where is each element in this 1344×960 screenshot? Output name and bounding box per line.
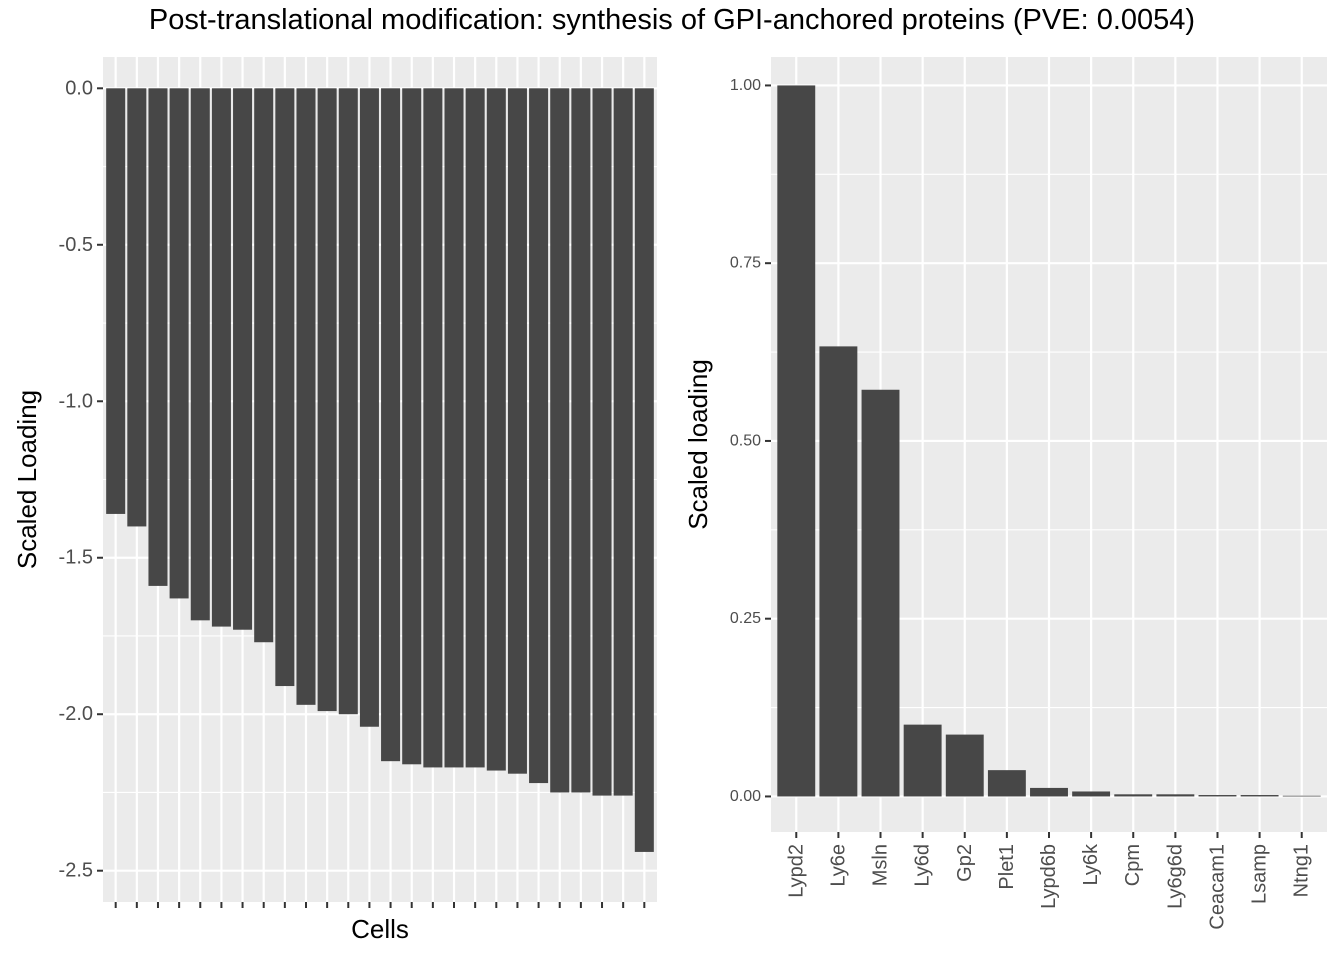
x-tick-label: Ly6g6d: [1164, 844, 1186, 909]
bar: [211, 88, 231, 627]
y-tick-label: -1.0: [59, 390, 93, 412]
bar: [402, 88, 422, 765]
bar: [359, 88, 379, 727]
left-panel: 0.0 -0.5 -1.0 -1.5 -2.0 -2.5 Scaled Loading Cel…: [12, 57, 657, 944]
bar: [381, 88, 401, 762]
bar: [169, 88, 189, 599]
y-axis-title: Scaled loading: [683, 359, 713, 530]
bar: [338, 88, 358, 715]
x-tick-label: Gp2: [954, 844, 976, 882]
x-tick-label: Ceacam1: [1206, 844, 1228, 930]
bar: [465, 88, 485, 768]
bar: [254, 88, 274, 643]
y-tick-label: 1.00: [730, 77, 761, 94]
x-axis-title: Cells: [351, 914, 409, 944]
x-tick-label: Lypd2: [785, 844, 807, 898]
x-tick-label: Lypd6b: [1038, 844, 1060, 909]
bar: [275, 88, 295, 687]
bar: [1114, 794, 1153, 797]
right-panel: 0.00 0.25 0.50 0.75 1.00 Lypd2 Ly6e Msln Ly6d Gp2…: [683, 57, 1327, 930]
y-tick-label: 0.0: [65, 77, 93, 99]
bar: [1198, 795, 1237, 797]
bar: [819, 346, 858, 797]
bar: [945, 734, 984, 797]
bar: [987, 770, 1026, 797]
bar: [486, 88, 506, 771]
bar: [190, 88, 210, 621]
bar: [1240, 795, 1279, 797]
bar: [592, 88, 612, 796]
y-tick-label: 0.00: [730, 788, 761, 805]
y-tick-label: 0.75: [730, 255, 761, 272]
bar: [529, 88, 549, 784]
x-tick-label: Msln: [870, 844, 892, 886]
bar: [444, 88, 464, 768]
bar: [861, 389, 900, 797]
x-tick-label: Ly6e: [827, 844, 849, 887]
y-tick-label: -1.5: [59, 547, 93, 569]
bar: [550, 88, 570, 793]
bar: [1072, 791, 1111, 797]
y-tick-label: -2.0: [59, 703, 93, 725]
x-tick-label: Cpm: [1122, 844, 1144, 886]
bar: [1282, 795, 1321, 797]
bar: [777, 85, 816, 797]
bar: [106, 88, 126, 514]
bar: [634, 88, 654, 852]
x-tick-label: Ly6k: [1080, 843, 1102, 886]
bar: [317, 88, 337, 712]
bar: [233, 88, 253, 630]
bar: [423, 88, 443, 768]
bar: [148, 88, 168, 586]
bar: [1030, 787, 1068, 797]
bar: [127, 88, 147, 527]
x-tick-label: Lsamp: [1249, 844, 1271, 904]
bar: [296, 88, 316, 705]
y-tick-label: 0.25: [730, 610, 761, 627]
y-tick-label: 0.50: [730, 432, 761, 449]
x-tick-label: Ly6d: [912, 844, 934, 887]
bar: [613, 88, 633, 796]
bar: [1156, 794, 1195, 797]
chart-title: Post-translational modification: synthes…: [148, 4, 1196, 36]
bar: [507, 88, 527, 774]
bar: [571, 88, 591, 793]
y-tick-label: -0.5: [59, 234, 93, 256]
y-axis-title: Scaled Loading: [12, 390, 42, 569]
bar: [903, 724, 942, 797]
x-tick-label: Plet1: [996, 844, 1018, 890]
y-tick-label: -2.5: [59, 860, 93, 882]
x-tick-label: Ntng1: [1291, 844, 1313, 897]
